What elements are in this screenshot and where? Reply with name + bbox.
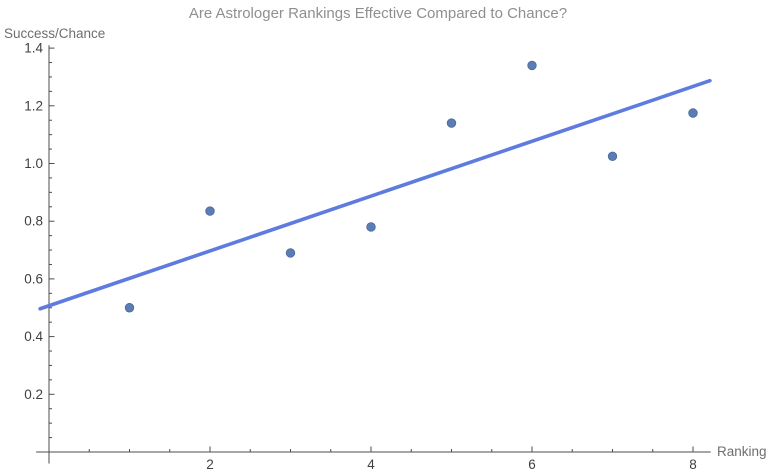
data-point — [205, 206, 215, 216]
y-tick-label: 0.8 — [24, 214, 43, 229]
x-axis-label: Ranking — [717, 444, 767, 459]
data-point — [607, 151, 618, 161]
tick-labels: 2 4 6 8 0.2 0.4 0.6 0.8 1.0 1.2 1.4 — [24, 41, 697, 472]
chart-title: Are Astrologer Rankings Effective Compar… — [189, 5, 567, 22]
data-point — [688, 108, 698, 118]
data-point — [366, 222, 376, 232]
x-tick-label: 8 — [689, 457, 697, 472]
data-point — [285, 248, 296, 258]
fit-line-group — [38, 78, 712, 311]
x-tick-label: 6 — [528, 457, 536, 472]
x-tick-label: 4 — [367, 457, 375, 472]
fit-line — [38, 78, 712, 311]
y-tick-label: 0.6 — [24, 271, 43, 286]
data-point — [124, 303, 135, 313]
scatter-points — [124, 60, 698, 313]
y-tick-label: 0.4 — [24, 329, 43, 344]
y-tick-label: 1.2 — [24, 98, 43, 113]
y-tick-label: 1.0 — [24, 156, 43, 171]
x-tick-label: 2 — [206, 457, 214, 472]
y-axis-label: Success/Chance — [4, 26, 105, 41]
axes — [36, 45, 711, 464]
y-tick-label: 1.4 — [24, 41, 43, 56]
data-point — [527, 60, 537, 71]
data-point — [446, 118, 457, 128]
y-tick-label: 0.2 — [24, 387, 43, 402]
